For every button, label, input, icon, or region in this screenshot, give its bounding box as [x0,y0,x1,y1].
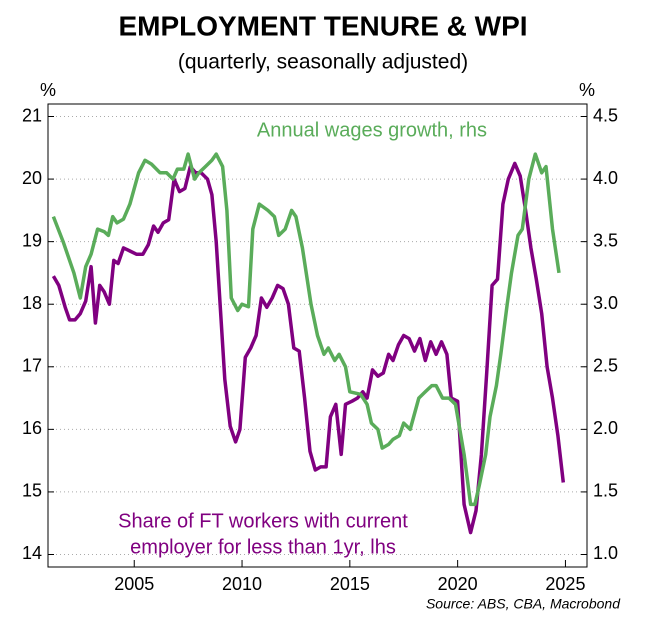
series-line [51,161,566,535]
series-label: Annual wages growth, rhs [257,119,487,141]
x-tick-label: 2025 [545,574,585,594]
y-tick-label: 21 [22,105,42,125]
chart-subtitle: (quarterly, seasonally adjusted) [178,51,468,74]
y2-tick-label: 1.0 [593,543,618,563]
y2-unit: % [579,80,595,100]
y-tick-label: 16 [22,418,42,438]
y2-tick-label: 4.5 [593,105,618,125]
y2-tick-label: 3.5 [593,230,618,250]
y2-tick-label: 4.0 [593,168,618,188]
series-label: Share of FT workers with current [118,510,408,532]
y2-tick-label: 3.0 [593,293,618,313]
x-tick-label: 2020 [438,574,478,594]
y2-tick-label: 2.5 [593,356,618,376]
y-tick-label: 20 [22,168,42,188]
x-tick-label: 2010 [222,574,262,594]
source: Source: ABS, CBA, Macrobond [426,596,621,612]
series-line [51,152,561,507]
plot-frame [47,103,588,568]
y2-tick-label: 2.0 [593,418,618,438]
y2-tick-label: 1.5 [593,481,618,501]
x-tick-label: 2015 [330,574,370,594]
chart-title: EMPLOYMENT TENURE & WPI [118,10,527,41]
y-tick-label: 15 [22,481,42,501]
y-tick-label: 18 [22,293,42,313]
y-unit: % [40,80,56,100]
series-label: employer for less than 1yr, lhs [130,536,396,558]
x-tick-label: 2005 [114,574,154,594]
y-tick-label: 17 [22,356,42,376]
y-tick-label: 19 [22,230,42,250]
y-tick-label: 14 [22,543,42,563]
